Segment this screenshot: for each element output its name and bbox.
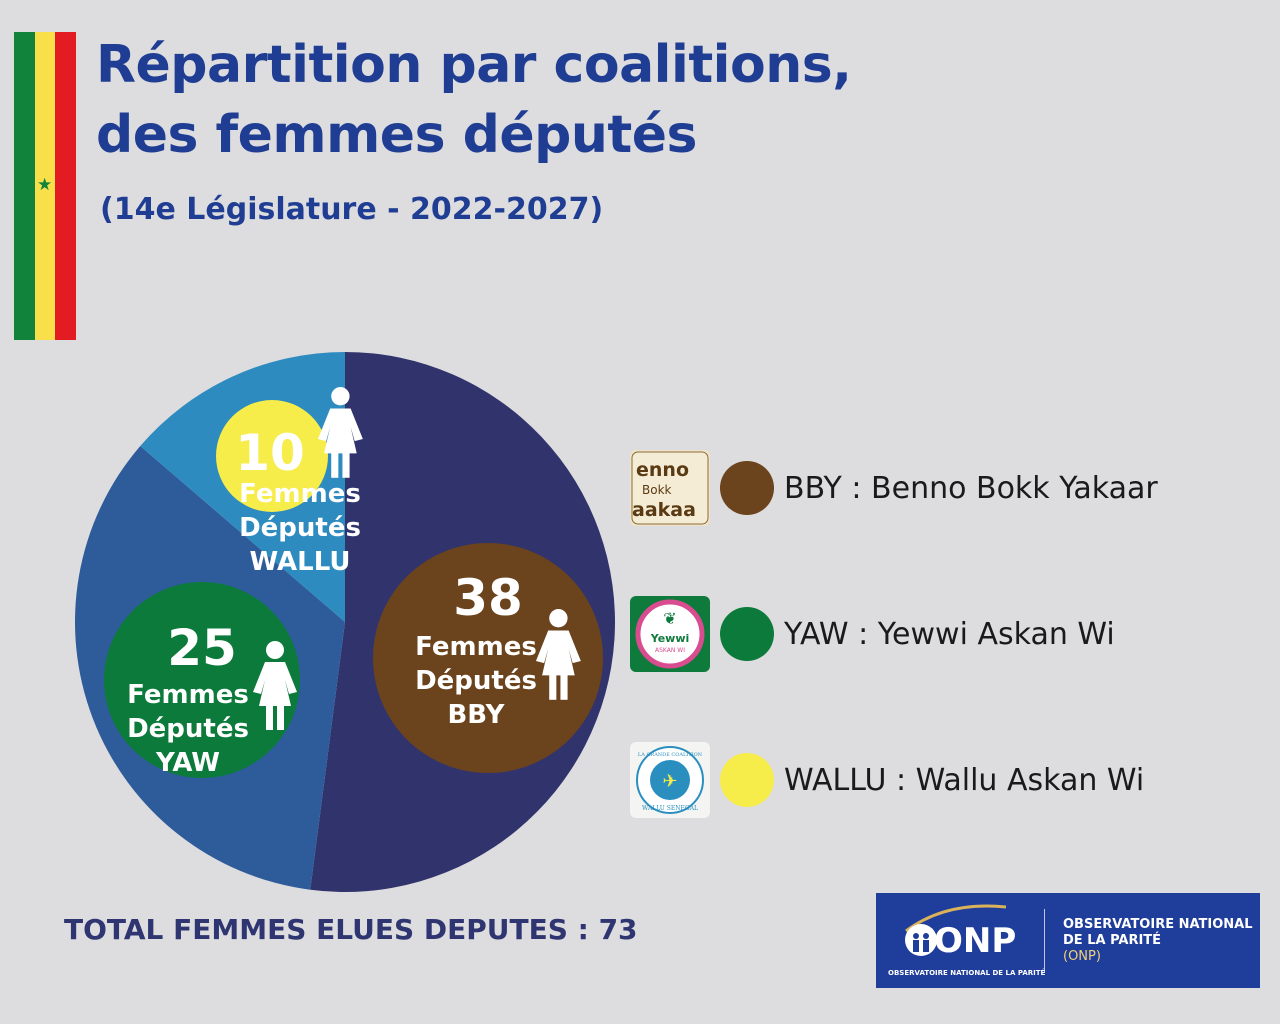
wallu-logo-text-1: LA GRANDE COALITION xyxy=(638,752,703,758)
senegal-flag: ★ xyxy=(14,32,77,340)
bubble-bby xyxy=(373,543,603,773)
legend-item-yaw: ❦ Yewwi ASKAN WI YAW : Yewwi Askan Wi xyxy=(630,586,1250,682)
star-icon: ★ xyxy=(37,175,53,195)
value-label-yaw: 25 xyxy=(167,619,237,677)
legend-label-bby: BBY : Benno Bokk Yakaar xyxy=(784,470,1158,506)
onp-small-text: OBSERVATOIRE NATIONAL DE LA PARITÉ xyxy=(888,969,1046,977)
yaw-logo-text-1: Yewwi xyxy=(650,632,690,645)
pie-chart: 38FemmesDéputésBBY25FemmesDéputésYAW10Fe… xyxy=(75,352,616,893)
legend: enno Bokk aakaa BBY : Benno Bokk Yakaar … xyxy=(630,440,1250,878)
slice-label-bby: BBY xyxy=(447,700,505,730)
yaw-logo-text-2: ASKAN WI xyxy=(655,647,685,654)
value-label-bby: 38 xyxy=(453,569,523,627)
bby-logo-text-1: enno xyxy=(636,459,689,481)
onp-logo: ONP OBSERVATOIRE NATIONAL DE LA PARITÉ xyxy=(876,893,1046,988)
legend-item-bby: enno Bokk aakaa BBY : Benno Bokk Yakaar xyxy=(630,440,1250,536)
slice-label-wallu: WALLU xyxy=(250,547,351,577)
slice-label-yaw: Députés xyxy=(127,714,249,744)
total-label: TOTAL FEMMES ELUES DEPUTES : 73 xyxy=(64,913,638,946)
woman-icon xyxy=(253,641,297,730)
bby-logo-text-2: Bokk xyxy=(642,483,672,497)
slice-label-wallu: Femmes xyxy=(239,479,361,509)
slice-label-yaw: YAW xyxy=(155,748,220,778)
bubble-wallu xyxy=(216,400,328,512)
woman-icon xyxy=(535,609,581,700)
wallu-logo-text-2: WALLU SENEGAL xyxy=(642,805,698,812)
legend-swatch-wallu xyxy=(720,753,774,807)
page-subtitle: (14e Législature - 2022-2027) xyxy=(100,192,604,227)
flag-red-band xyxy=(55,32,77,340)
flag-green-band xyxy=(14,32,35,340)
legend-swatch-yaw xyxy=(720,607,774,661)
bby-logo-text-3: aakaa xyxy=(632,499,696,521)
bubble-yaw xyxy=(104,582,300,778)
legend-label-yaw: YAW : Yewwi Askan Wi xyxy=(784,616,1115,652)
slice-label-wallu: Députés xyxy=(239,513,361,543)
slice-label-bby: Femmes xyxy=(415,632,537,662)
slice-label-bby: Députés xyxy=(415,666,537,696)
onp-separator xyxy=(1044,908,1045,973)
wallu-logo: ✈ LA GRANDE COALITION WALLU SENEGAL xyxy=(630,742,710,818)
page-title: Répartition par coalitions, des femmes d… xyxy=(96,35,852,165)
yaw-logo: ❦ Yewwi ASKAN WI xyxy=(630,596,710,672)
onp-name-line-2: DE LA PARITÉ xyxy=(1063,932,1162,948)
bird-icon: ❦ xyxy=(663,609,676,628)
onp-name-line-1: OBSERVATOIRE NATIONAL xyxy=(1063,916,1253,932)
onp-name: OBSERVATOIRE NATIONAL DE LA PARITÉ (ONP) xyxy=(1045,917,1253,965)
legend-item-wallu: ✈ LA GRANDE COALITION WALLU SENEGAL WALL… xyxy=(630,732,1250,828)
woman-icon xyxy=(317,387,363,478)
legend-swatch-bby xyxy=(720,461,774,515)
value-label-wallu: 10 xyxy=(235,424,305,482)
onp-logo-box: ONP OBSERVATOIRE NATIONAL DE LA PARITÉ O… xyxy=(876,893,1260,988)
flag-yellow-band xyxy=(34,32,56,340)
slice-label-yaw: Femmes xyxy=(127,680,249,710)
onp-name-line-3: (ONP) xyxy=(1063,948,1101,964)
bby-logo: enno Bokk aakaa xyxy=(630,450,710,526)
onp-abbr: ONP xyxy=(934,921,1017,961)
legend-label-wallu: WALLU : Wallu Askan Wi xyxy=(784,762,1145,798)
bird-icon: ✈ xyxy=(662,771,677,792)
